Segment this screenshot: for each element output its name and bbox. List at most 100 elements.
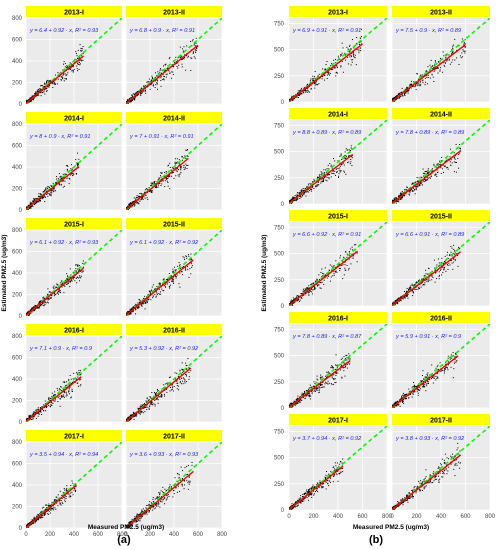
data-point — [140, 199, 142, 201]
data-point — [35, 305, 37, 307]
data-point — [54, 398, 56, 400]
data-point — [158, 396, 160, 398]
data-point — [149, 191, 151, 193]
data-point — [183, 258, 185, 260]
data-point — [60, 398, 62, 400]
data-point — [326, 176, 328, 178]
data-point — [38, 411, 40, 413]
data-point — [48, 399, 50, 401]
data-point — [307, 191, 309, 193]
data-point — [152, 500, 154, 502]
data-point — [197, 45, 199, 47]
data-point — [34, 204, 36, 206]
data-point — [160, 293, 162, 295]
data-point — [45, 83, 47, 85]
data-point — [166, 498, 168, 500]
data-point — [351, 157, 353, 159]
data-point — [63, 488, 65, 490]
data-point — [52, 188, 54, 190]
facet-label: 2016-II — [163, 328, 185, 335]
data-point — [137, 90, 139, 92]
data-point — [45, 406, 47, 408]
data-point — [169, 174, 171, 176]
regression-line — [26, 267, 85, 316]
data-point — [39, 305, 41, 307]
data-point — [43, 89, 45, 91]
data-point — [182, 383, 184, 385]
data-point — [35, 519, 37, 521]
data-point — [151, 509, 153, 511]
data-point — [131, 525, 133, 527]
data-point — [145, 512, 147, 514]
data-point — [42, 302, 44, 304]
data-point — [351, 52, 353, 54]
data-point — [347, 56, 349, 58]
data-point — [162, 486, 164, 488]
data-point — [34, 517, 36, 519]
data-point — [182, 159, 184, 161]
data-point — [65, 280, 67, 282]
data-point — [44, 509, 46, 511]
data-point — [146, 302, 148, 304]
data-point — [35, 409, 37, 411]
data-point — [323, 74, 325, 76]
data-point — [434, 69, 436, 71]
data-point — [77, 382, 79, 384]
data-point — [169, 175, 171, 177]
data-point — [144, 88, 146, 90]
data-point — [38, 518, 40, 520]
data-point — [66, 384, 68, 386]
data-point — [50, 398, 52, 400]
data-point — [341, 52, 343, 54]
data-point — [38, 89, 40, 91]
data-point — [70, 397, 72, 399]
data-point — [156, 187, 158, 189]
data-point — [332, 158, 334, 160]
data-point — [156, 82, 158, 84]
data-point — [68, 388, 70, 390]
data-point — [464, 39, 466, 41]
data-point — [154, 405, 156, 407]
data-point — [308, 183, 310, 185]
data-point — [61, 283, 63, 285]
data-point — [43, 302, 45, 304]
data-point — [149, 406, 151, 408]
data-point — [443, 55, 445, 57]
data-point — [415, 83, 417, 85]
data-point — [160, 284, 162, 286]
data-point — [30, 312, 32, 314]
data-point — [76, 57, 78, 59]
data-point — [146, 300, 148, 302]
data-point — [176, 158, 178, 160]
data-point — [151, 190, 153, 192]
data-point — [159, 492, 161, 494]
data-point — [71, 69, 73, 71]
data-point — [71, 388, 73, 390]
data-point — [348, 45, 350, 47]
data-point — [150, 505, 152, 507]
data-point — [335, 62, 337, 64]
data-point — [299, 93, 301, 95]
data-point — [44, 189, 46, 191]
data-point — [45, 84, 47, 86]
data-point — [48, 192, 50, 194]
data-point — [136, 307, 138, 309]
data-point — [186, 257, 188, 259]
data-point — [139, 196, 141, 198]
y-axis-label: Estimated PM2.5 (ug/m3) — [1, 235, 8, 312]
data-point — [72, 277, 74, 279]
data-point — [156, 497, 158, 499]
data-point — [79, 63, 81, 65]
data-point — [180, 169, 182, 171]
regression-equation: y = 3.5 + 0.94 · x, R² = 0.94 — [29, 452, 98, 458]
data-point — [164, 497, 166, 499]
data-point — [61, 501, 63, 503]
data-point — [46, 90, 48, 92]
data-point — [164, 283, 166, 285]
y-tick-label: 0 — [19, 420, 23, 426]
data-point — [172, 281, 174, 283]
data-point — [168, 376, 170, 378]
data-point — [31, 418, 33, 420]
data-point — [147, 86, 149, 88]
data-point — [56, 283, 58, 285]
